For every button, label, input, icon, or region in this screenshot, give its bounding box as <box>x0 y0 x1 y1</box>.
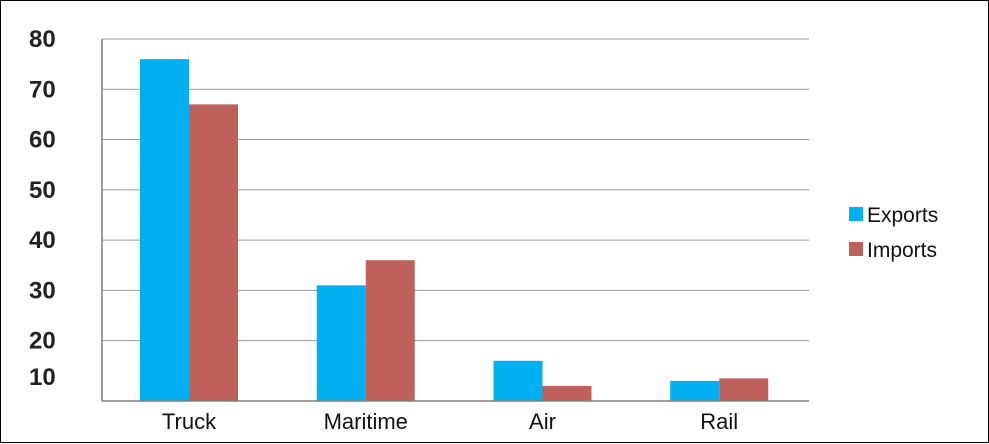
x-tick-label: Air <box>529 409 556 434</box>
y-tick-label: 50 <box>29 177 56 204</box>
bar-imports-rail <box>719 378 769 401</box>
x-tick-label: Rail <box>700 409 738 434</box>
y-tick-label: 60 <box>29 127 56 154</box>
x-tick-label: Maritime <box>324 409 408 434</box>
x-tick-label: Truck <box>162 409 217 434</box>
bar-exports-air <box>493 360 543 401</box>
legend-swatch-imports <box>849 242 863 256</box>
legend-label-exports: Exports <box>867 204 938 227</box>
bar-imports-maritime <box>365 260 415 401</box>
y-tick-label: 30 <box>29 277 56 304</box>
bar-imports-truck <box>189 104 238 401</box>
legend-label-imports: Imports <box>867 239 937 262</box>
bar-exports-rail <box>670 380 720 401</box>
bar-exports-truck <box>140 59 189 401</box>
bar-imports-air <box>542 385 592 401</box>
y-tick-label: 70 <box>29 76 56 103</box>
y-tick-label: 10 <box>29 364 56 391</box>
legend: Exports Imports <box>849 204 938 262</box>
bars <box>140 59 769 401</box>
legend-swatch-exports <box>849 207 863 221</box>
y-tick-label: 20 <box>29 328 56 355</box>
category-labels: Truck Maritime Air Rail <box>162 409 738 434</box>
y-tick-label: 40 <box>29 227 56 254</box>
y-tick-label: 80 <box>29 26 56 53</box>
bar-exports-maritime <box>316 285 366 401</box>
y-tick-labels: 10 20 30 40 50 60 70 80 <box>29 26 56 391</box>
axes <box>101 39 809 402</box>
